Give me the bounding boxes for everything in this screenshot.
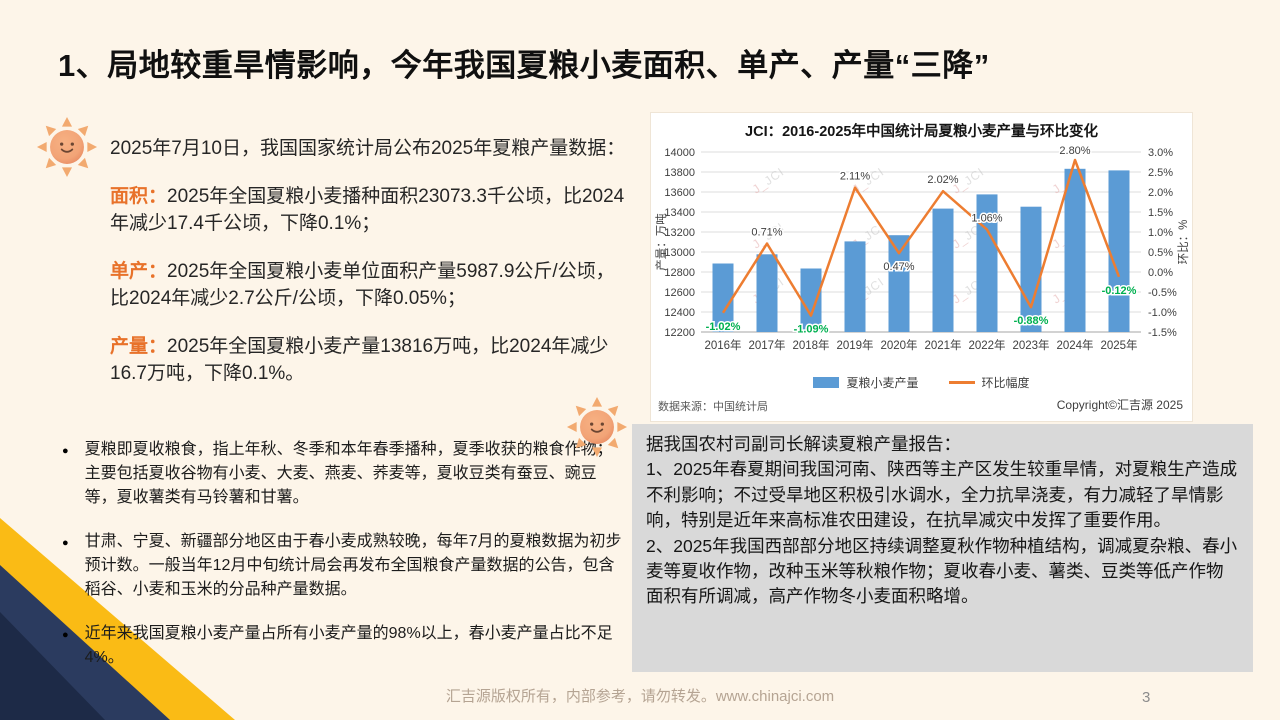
legend-line-swatch: [948, 380, 975, 384]
chart-plot: J_JCIJ_JCIJ_JCIJ_JCIJ_JCIJ_JCIJ_JCIJ_JCI…: [654, 144, 1190, 353]
svg-text:2025年: 2025年: [1100, 338, 1137, 352]
list-item: ● 甘肃、宁夏、新疆部分地区由于春小麦成熟较晚，每年7月的夏粮数据为初步预计数。…: [62, 530, 622, 602]
svg-text:2.0%: 2.0%: [1148, 187, 1173, 199]
svg-text:13000: 13000: [664, 247, 695, 259]
svg-text:2.11%: 2.11%: [840, 171, 871, 183]
svg-text:13200: 13200: [664, 227, 695, 239]
svg-text:2021年: 2021年: [924, 338, 961, 352]
stat-area: 面积：2025年全国夏粮小麦播种面积23073.3千公顷，比2024年减少17.…: [110, 184, 632, 238]
stat-yield-text: 2025年全国夏粮小麦单位面积产量5987.9公斤/公顷，比2024年减少2.7…: [110, 260, 615, 309]
bullet-text: 甘肃、宁夏、新疆部分地区由于春小麦成熟较晚，每年7月的夏粮数据为初步预计数。一般…: [84, 533, 622, 598]
svg-text:2023年: 2023年: [1012, 338, 1049, 352]
page-title: 1、局地较重旱情影响，今年我国夏粮小麦面积、单产、产量“三降”: [58, 48, 990, 83]
svg-text:12800: 12800: [664, 267, 695, 279]
svg-text:0.0%: 0.0%: [1148, 267, 1173, 279]
svg-text:2019年: 2019年: [836, 338, 873, 352]
x-axis-labels: 2016年 2017年 2018年 2019年 2020年 2021年 2022年 2023年…: [704, 338, 1137, 352]
chart-title: JCI：2016-2025年中国统计局夏粮小麦产量与环比变化: [745, 124, 1098, 140]
bullet-icon: ●: [62, 629, 69, 641]
footer-text: 汇吉源版权所有，内部参考，请勿转发。www.chinajci.com: [445, 688, 835, 705]
svg-text:2016年: 2016年: [704, 338, 741, 352]
right-axis-ticks: 3.0% 2.5% 2.0% 1.5% 1.0% 0.5% 0.0% -0.5% -1.0% -1…: [1148, 147, 1177, 339]
bar-series: [712, 168, 1130, 332]
svg-text:12200: 12200: [664, 327, 695, 339]
svg-text:12400: 12400: [664, 307, 695, 319]
svg-text:2.02%: 2.02%: [927, 174, 958, 186]
svg-text:0.71%: 0.71%: [751, 227, 782, 239]
svg-text:-0.5%: -0.5%: [1148, 287, 1177, 299]
legend-bar-label: 夏粮小麦产量: [846, 375, 919, 390]
summary-block: 2025年7月10日，我国国家统计局公布2025年夏粮产量数据： 面积：2025…: [110, 136, 632, 409]
legend-item-bar: 夏粮小麦产量: [813, 374, 919, 391]
svg-text:2.80%: 2.80%: [1059, 145, 1090, 157]
svg-text:-1.5%: -1.5%: [1148, 327, 1177, 339]
svg-text:13800: 13800: [664, 167, 695, 179]
left-axis-ticks: 12200 12400 12600 12800 13000 13200 13400 13600…: [664, 147, 695, 339]
chart-footer: 数据来源：中国统计局 Copyright©汇吉源 2025: [651, 394, 1192, 416]
stat-yield: 单产：2025年全国夏粮小麦单位面积产量5987.9公斤/公顷，比2024年减少…: [110, 259, 632, 313]
legend-item-line: 环比幅度: [948, 374, 1030, 391]
stat-output-text: 2025年全国夏粮小麦产量13816万吨，比2024年减少16.7万吨，下降0.…: [110, 335, 609, 384]
svg-text:0.47%: 0.47%: [883, 261, 914, 273]
svg-text:-0.12%: -0.12%: [1102, 285, 1137, 297]
bullet-text: 夏粮即夏收粮食，指上年秋、冬季和本年春季播种，夏季收获的粮食作物；主要包括夏收谷…: [84, 441, 613, 506]
note-line: 1、2025年春夏期间我国河南、陕西等主产区发生较重旱情，对夏粮生产造成不利影响…: [646, 459, 1238, 531]
legend-bar-swatch: [813, 376, 840, 388]
svg-text:14000: 14000: [664, 147, 695, 159]
bullet-icon: ●: [62, 445, 69, 457]
note-line: 据我国农村司副司长解读夏粮产量报告：: [646, 434, 961, 454]
svg-text:1.06%: 1.06%: [971, 213, 1002, 225]
svg-text:1.5%: 1.5%: [1148, 207, 1173, 219]
intro-paragraph: 2025年7月10日，我国国家统计局公布2025年夏粮产量数据：: [110, 138, 626, 159]
stat-output-label: 产量：: [110, 335, 168, 357]
svg-text:2017年: 2017年: [748, 338, 785, 352]
svg-text:12600: 12600: [664, 287, 695, 299]
note-box: 据我国农村司副司长解读夏粮产量报告： 1、2025年春夏期间我国河南、陕西等主产…: [632, 424, 1253, 672]
chart-panel: JCI：2016-2025年中国统计局夏粮小麦产量与环比变化 J_JCI J_JC…: [650, 112, 1193, 422]
stat-yield-label: 单产：: [110, 260, 168, 282]
left-axis-title: 产量：万吨: [654, 213, 668, 271]
legend-line-label: 环比幅度: [981, 375, 1030, 390]
sun-icon: [566, 396, 628, 458]
line-series: [721, 158, 1121, 317]
svg-text:2024年: 2024年: [1056, 338, 1093, 352]
list-item: ● 夏粮即夏收粮食，指上年秋、冬季和本年春季播种，夏季收获的粮食作物；主要包括夏…: [62, 438, 622, 510]
svg-text:2018年: 2018年: [792, 338, 829, 352]
bullet-text: 近年来我国夏粮小麦产量占所有小麦产量的98%以上，春小麦产量占比不足4%。: [84, 625, 613, 666]
chart-copyright: Copyright©汇吉源 2025: [1056, 398, 1183, 412]
chart-source: 数据来源：中国统计局: [658, 401, 768, 413]
svg-text:-1.0%: -1.0%: [1148, 307, 1177, 319]
stat-area-text: 2025年全国夏粮小麦播种面积23073.3千公顷，比2024年减少17.4千公…: [110, 185, 625, 234]
right-axis-title: 环比：%: [1177, 220, 1190, 265]
bullet-icon: ●: [62, 537, 69, 549]
svg-text:13600: 13600: [664, 187, 695, 199]
data-labels: -1.02% 0.71% -1.09% 2.11% 0.47% 2.02% 1.06% -0.…: [704, 144, 1138, 338]
svg-text:2020年: 2020年: [880, 338, 917, 352]
chart-legend: 夏粮小麦产量 环比幅度: [651, 372, 1192, 392]
svg-text:0.5%: 0.5%: [1148, 247, 1173, 259]
svg-text:1.0%: 1.0%: [1148, 227, 1173, 239]
svg-text:-1.09%: -1.09%: [794, 324, 829, 336]
sun-icon: [36, 116, 98, 178]
note-line: 2、2025年我国西部部分地区持续调整夏秋作物种植结构，调减夏杂粮、春小麦等夏收…: [646, 535, 1238, 607]
page-number: 3: [1142, 689, 1151, 706]
svg-text:-0.88%: -0.88%: [1014, 315, 1049, 327]
svg-text:2.5%: 2.5%: [1148, 167, 1173, 179]
svg-text:-1.02%: -1.02%: [706, 321, 741, 333]
stat-output: 产量：2025年全国夏粮小麦产量13816万吨，比2024年减少16.7万吨，下…: [110, 334, 632, 388]
svg-text:13400: 13400: [664, 207, 695, 219]
svg-text:3.0%: 3.0%: [1148, 147, 1173, 159]
stat-area-label: 面积：: [110, 185, 168, 207]
list-item: ● 近年来我国夏粮小麦产量占所有小麦产量的98%以上，春小麦产量占比不足4%。: [62, 622, 622, 670]
bullet-list: ● 夏粮即夏收粮食，指上年秋、冬季和本年春季播种，夏季收获的粮食作物；主要包括夏…: [62, 438, 622, 690]
svg-text:2022年: 2022年: [968, 338, 1005, 352]
